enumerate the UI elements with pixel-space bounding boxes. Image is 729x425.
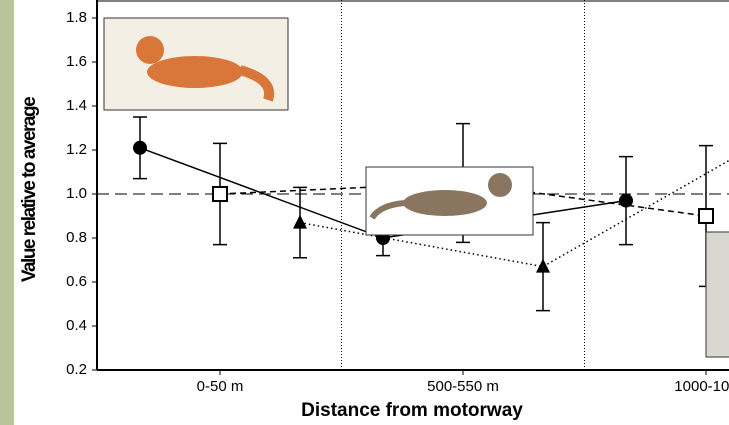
y-tick-label: 0.2 [66,361,87,378]
map-edge [0,0,14,425]
marker [133,140,147,155]
y-tick-label: 0.8 [66,229,87,246]
y-tick-label: 0.4 [66,317,87,334]
third-image [705,231,729,358]
fox-head [136,36,164,64]
x-tick-label: 0-50 m [197,378,244,395]
y-axis-title: Value relative to average [19,97,40,282]
illustrations [103,17,729,358]
marker [293,214,307,229]
y-tick-label: 1.8 [66,9,87,26]
x-axis-title: Distance from motorway [301,400,523,421]
cat-tail [369,200,406,220]
y-tick-label: 1.4 [66,97,87,114]
y-tick-label: 0.6 [66,273,87,290]
marker [212,186,228,202]
y-tick-label: 1.0 [66,185,87,202]
marker [698,208,714,224]
marker [536,258,550,273]
series-line [299,159,729,268]
x-tick-label: 1000-105 [674,378,729,395]
background [14,0,97,425]
fox-body [147,56,243,88]
y-tick-label: 1.6 [66,53,87,70]
cat-head [488,173,512,197]
x-tick-label: 500-550 m [427,378,499,395]
cat-body [403,190,487,216]
fox-tail [238,65,275,102]
y-tick-label: 1.2 [66,141,87,158]
